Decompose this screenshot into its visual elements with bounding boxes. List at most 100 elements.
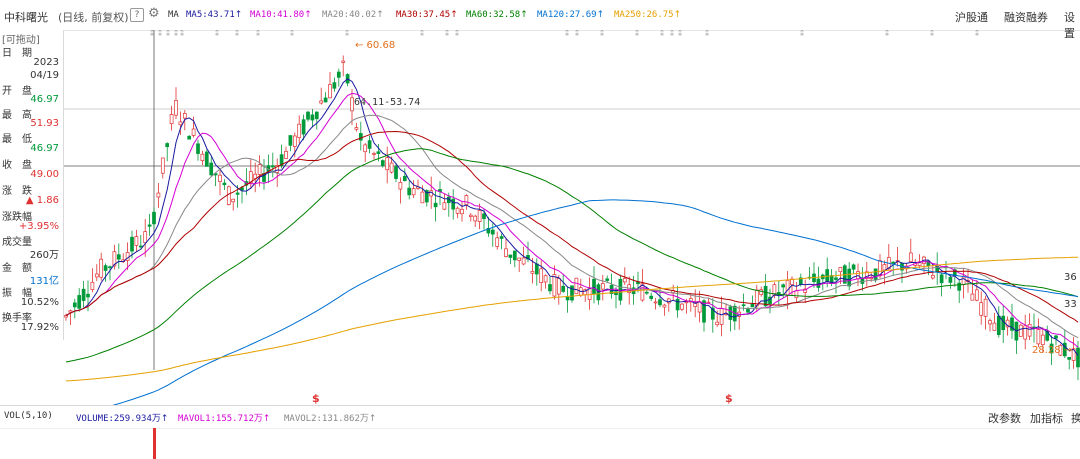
candle-body bbox=[684, 301, 689, 304]
candle-body bbox=[200, 153, 205, 162]
candle-body bbox=[152, 211, 156, 225]
info-marker: ⁑ bbox=[565, 30, 569, 38]
link-settings[interactable]: 设置 bbox=[1064, 11, 1075, 40]
info-marker: ⁑ bbox=[660, 30, 664, 38]
low-label: 最 低 bbox=[2, 134, 32, 145]
candle-body bbox=[218, 174, 222, 182]
info-panel[interactable]: [可拖动] 日 期 2023 04/19 开 盘 46.97 最 高 51.93… bbox=[0, 30, 64, 340]
change-label: 涨 跌 bbox=[2, 186, 32, 197]
info-marker: ⁑ bbox=[930, 30, 934, 38]
switch-button[interactable]: 换 bbox=[1071, 412, 1080, 425]
candle-body bbox=[803, 288, 808, 293]
candle-body bbox=[1040, 334, 1045, 346]
candle-body bbox=[376, 151, 381, 154]
candle-body bbox=[1018, 324, 1023, 337]
candle-body bbox=[134, 236, 139, 246]
amount-value: 131亿 bbox=[29, 276, 59, 287]
ma60-label: MA60:32.58↑ bbox=[466, 10, 528, 20]
volume-chart[interactable] bbox=[0, 428, 1080, 459]
candle-body bbox=[948, 277, 953, 283]
candle-body bbox=[270, 165, 275, 168]
candle-body bbox=[464, 195, 469, 206]
candle-body bbox=[473, 215, 478, 222]
info-marker: ⁑ bbox=[158, 30, 162, 38]
candle-body bbox=[433, 202, 438, 208]
candle-body bbox=[468, 214, 473, 217]
chart-mode[interactable]: (日线, 前复权) bbox=[58, 11, 129, 24]
candle-body bbox=[314, 111, 319, 120]
candle-body bbox=[372, 153, 376, 155]
date-label: 日 期 bbox=[2, 48, 32, 59]
candle-body bbox=[556, 278, 561, 295]
candle-body bbox=[521, 257, 526, 265]
candle-body bbox=[486, 227, 491, 234]
help-icon[interactable]: ? bbox=[130, 8, 144, 22]
candle-body bbox=[328, 84, 332, 99]
info-marker: ⁑ bbox=[455, 30, 459, 38]
candle-body bbox=[240, 187, 244, 191]
candle-body bbox=[204, 151, 209, 167]
info-marker: ⁑ bbox=[975, 30, 979, 38]
candle-body bbox=[1045, 330, 1050, 341]
candle-body bbox=[979, 302, 984, 316]
candle-body bbox=[1049, 343, 1054, 354]
candle-body bbox=[455, 207, 460, 214]
candle-body bbox=[983, 298, 988, 317]
candle-body bbox=[222, 182, 227, 186]
candle-body bbox=[1027, 324, 1032, 337]
candle-body bbox=[495, 237, 500, 247]
info-marker: ⁑ bbox=[290, 30, 294, 38]
candle-body bbox=[957, 282, 962, 291]
event-marker: $ bbox=[725, 392, 733, 405]
candle-body bbox=[99, 258, 104, 278]
candle-body bbox=[570, 285, 574, 301]
link-margin[interactable]: 融资融券 bbox=[1004, 11, 1048, 24]
chart-grid bbox=[0, 30, 1080, 370]
candle-body bbox=[90, 281, 95, 290]
high-marker: ← 60.68 bbox=[355, 40, 395, 51]
candle-body bbox=[548, 284, 552, 292]
candle-body bbox=[358, 133, 363, 141]
candle-body bbox=[398, 182, 403, 190]
candle-body bbox=[116, 254, 121, 260]
pct-label: 涨跌幅 bbox=[2, 212, 32, 223]
candle-body bbox=[94, 273, 99, 278]
candle-body bbox=[275, 165, 280, 173]
ma250-label: MA250:26.75↑ bbox=[614, 10, 682, 20]
stock-name[interactable]: 中科曙光 bbox=[4, 11, 48, 24]
low-marker: 28.28 → bbox=[1032, 345, 1072, 356]
candle-body bbox=[292, 135, 297, 147]
kline-chart[interactable]: ← 60.68 64.11-53.74 28.28 → 36 33 $ $ ⁑ ⁑ ⁑ ⁑ ⁑ ⁑ ⁑ ⁑ ⁑… bbox=[0, 30, 1080, 405]
info-marker: ⁑ bbox=[174, 30, 178, 38]
info-marker: ⁑ bbox=[235, 30, 239, 38]
candle-body bbox=[332, 82, 337, 89]
candle-body bbox=[248, 171, 253, 184]
candle-body bbox=[614, 291, 618, 296]
candle-body bbox=[992, 322, 997, 331]
volume-value: 260万 bbox=[29, 250, 59, 261]
add-indicator-button[interactable]: 加指标 bbox=[1030, 412, 1063, 425]
candle-body bbox=[196, 143, 200, 154]
link-hsgt[interactable]: 沪股通 bbox=[955, 11, 988, 24]
candle-body bbox=[873, 268, 878, 280]
high-value: 51.93 bbox=[30, 118, 59, 129]
info-marker: ⁑ bbox=[345, 30, 349, 38]
info-marker: ⁑ bbox=[575, 30, 579, 38]
candle-body bbox=[772, 284, 777, 296]
candle-body bbox=[882, 264, 887, 271]
candle-body bbox=[231, 198, 236, 203]
candle-body bbox=[1036, 329, 1041, 345]
candle-body bbox=[72, 302, 77, 308]
candle-body bbox=[644, 291, 649, 294]
candle-body bbox=[147, 224, 152, 227]
candle-body bbox=[257, 164, 262, 175]
vol-label[interactable]: VOL(5,10) bbox=[4, 411, 53, 421]
candle-body bbox=[1067, 357, 1072, 360]
drag-handle[interactable]: [可拖动] bbox=[2, 35, 40, 46]
range-label: 64.11-53.74 bbox=[354, 97, 420, 108]
gear-icon[interactable]: ⚙ bbox=[148, 6, 160, 21]
candle-body bbox=[970, 293, 975, 301]
amplitude-label: 振 幅 bbox=[2, 288, 32, 299]
modify-params-button[interactable]: 改参数 bbox=[988, 412, 1021, 425]
volume-bar bbox=[153, 428, 156, 459]
